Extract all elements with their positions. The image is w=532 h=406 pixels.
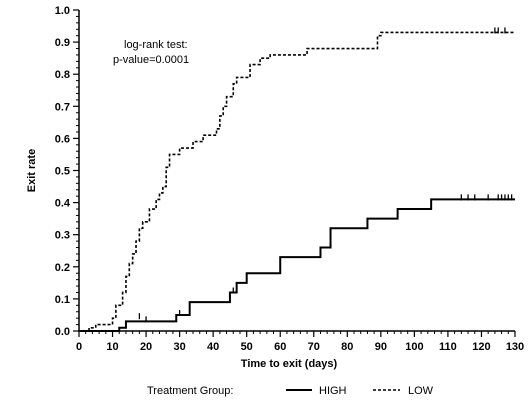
x-tick-label: 110 [439,341,457,353]
series-low-curve [79,31,515,332]
legend-low-label: LOW [408,385,434,397]
y-tick-label: 0.6 [55,133,70,145]
x-tick-label: 80 [341,341,353,353]
x-tick-label: 40 [207,341,219,353]
x-tick-label: 130 [506,341,524,353]
x-tick-label: 20 [140,341,152,353]
y-tick-label: 0.1 [55,294,70,306]
x-axis-title: Time to exit (days) [241,358,338,370]
annotation-line-1: log-rank test: [124,39,188,51]
x-tick-label: 10 [106,341,118,353]
y-tick-label: 0.7 [55,101,70,113]
x-tick-label: 0 [76,341,82,353]
y-axis-title: Exit rate [26,149,38,192]
x-tick-label: 90 [375,341,387,353]
x-tick-label: 30 [173,341,185,353]
y-tick-label: 0.4 [55,198,71,210]
legend-high-label: HIGH [319,385,347,397]
y-tick-label: 0.5 [55,166,70,178]
x-tick-label: 70 [308,341,320,353]
y-tick-label: 0.3 [55,230,70,242]
y-tick-label: 0.2 [55,262,70,274]
x-tick-label: 50 [241,341,253,353]
y-tick-label: 0.8 [55,69,70,81]
x-tick-label: 100 [405,341,423,353]
y-tick-label: 0.0 [55,326,70,338]
x-tick-label: 120 [472,341,490,353]
series-high-curve [79,198,515,332]
y-tick-label: 1.0 [55,5,70,17]
x-tick-label: 60 [274,341,286,353]
annotation-line-2: p-value=0.0001 [113,54,189,66]
legend-title: Treatment Group: [147,385,233,397]
y-tick-label: 0.9 [55,37,70,49]
